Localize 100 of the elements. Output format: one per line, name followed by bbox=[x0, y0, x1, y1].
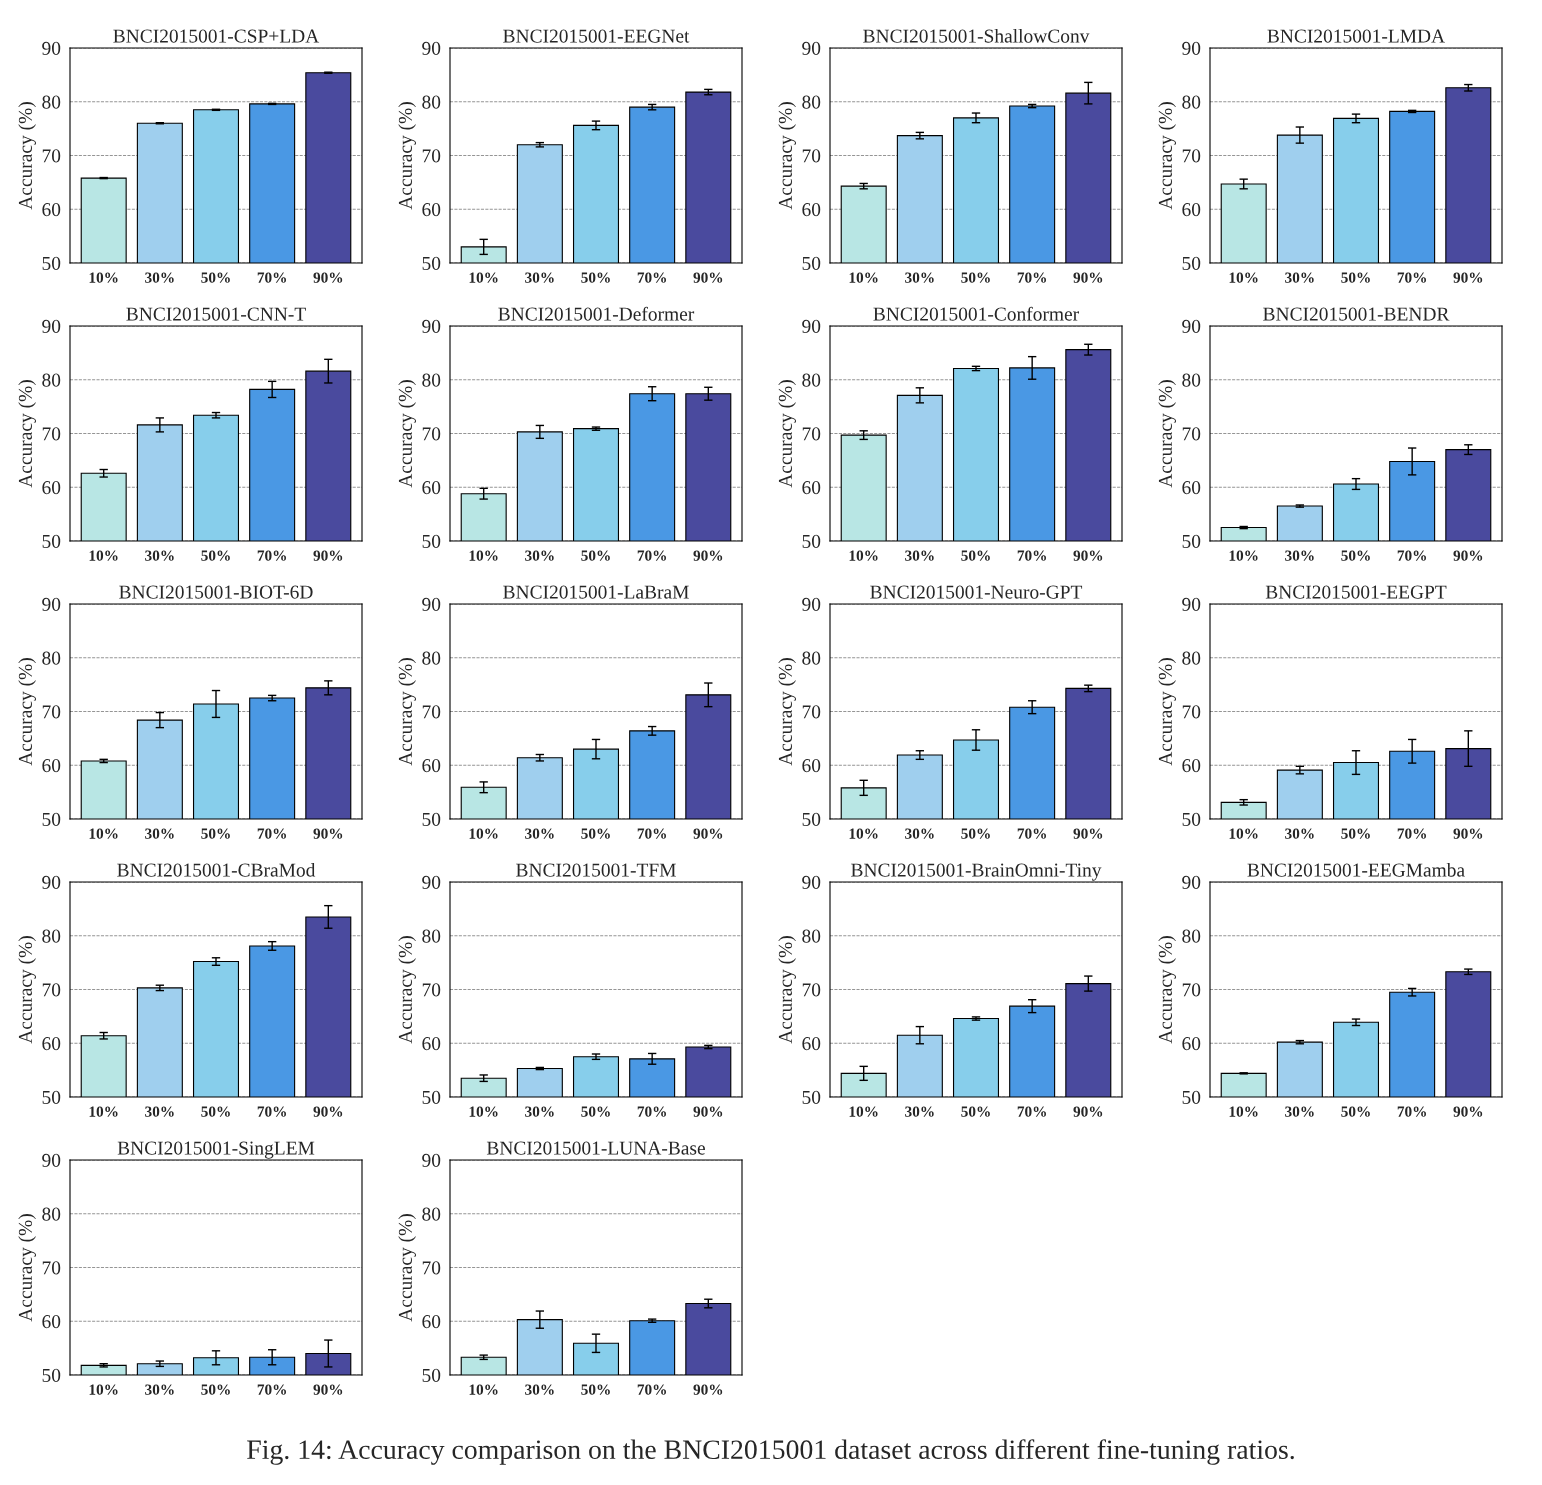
x-tick-label: 90% bbox=[1453, 550, 1483, 561]
x-tick-label: 10% bbox=[89, 828, 118, 839]
y-tick-label: 80 bbox=[422, 651, 441, 665]
x-tick-label: 10% bbox=[469, 828, 498, 839]
y-tick-label: 90 bbox=[422, 1153, 441, 1167]
x-tick-label: 70% bbox=[257, 272, 286, 283]
x-tick-label: 30% bbox=[525, 828, 554, 839]
y-tick-label: 70 bbox=[422, 983, 441, 997]
y-axis-title: Accuracy (%) bbox=[18, 102, 36, 210]
x-tick-label: 30% bbox=[905, 550, 934, 561]
y-tick-label: 80 bbox=[42, 651, 61, 665]
x-tick-label: 30% bbox=[905, 1106, 934, 1117]
x-tick-label: 30% bbox=[525, 1384, 554, 1395]
y-axis-title: Accuracy (%) bbox=[18, 1214, 36, 1322]
x-tick-label: 90% bbox=[313, 828, 343, 839]
y-tick-label: 90 bbox=[42, 1153, 61, 1167]
x-tick-label: 90% bbox=[1073, 550, 1103, 561]
chart-title: BNCI2015001-EEGMamba bbox=[1247, 862, 1465, 877]
chart-title: BNCI2015001-EEGNet bbox=[503, 29, 690, 43]
x-tick-label: 70% bbox=[1017, 272, 1046, 283]
x-tick-label: 30% bbox=[525, 550, 554, 561]
x-tick-label: 30% bbox=[1285, 828, 1314, 839]
x-tick-label: 10% bbox=[89, 1106, 118, 1117]
y-tick-label: 70 bbox=[802, 983, 821, 997]
x-tick-label: 30% bbox=[145, 1106, 174, 1117]
y-tick-label: 80 bbox=[1182, 95, 1201, 109]
x-tick-label: 90% bbox=[693, 1106, 723, 1117]
x-tick-label: 90% bbox=[693, 828, 723, 839]
y-axis-title: Accuracy (%) bbox=[18, 936, 36, 1044]
y-tick-label: 90 bbox=[802, 319, 821, 333]
y-tick-label: 70 bbox=[42, 1261, 61, 1275]
y-tick-label: 70 bbox=[802, 149, 821, 163]
chart-title: BNCI2015001-TFM bbox=[516, 863, 676, 877]
y-tick-label: 50 bbox=[1182, 534, 1201, 548]
x-tick-label: 50% bbox=[1341, 272, 1370, 283]
x-tick-label: 90% bbox=[1073, 1106, 1103, 1117]
y-tick-label: 90 bbox=[1182, 875, 1201, 889]
y-tick-label: 80 bbox=[422, 95, 441, 109]
y-tick-label: 70 bbox=[422, 1261, 441, 1275]
y-tick-label: 60 bbox=[42, 759, 61, 773]
x-tick-label: 70% bbox=[637, 550, 666, 561]
y-axis-title: Accuracy (%) bbox=[398, 658, 416, 766]
x-tick-label: 50% bbox=[581, 550, 610, 561]
x-tick-label: 70% bbox=[1397, 550, 1426, 561]
x-tick-label: 90% bbox=[313, 1106, 343, 1117]
y-tick-label: 80 bbox=[422, 373, 441, 387]
y-tick-label: 90 bbox=[422, 875, 441, 889]
chart-title: BNCI2015001-CBraMod bbox=[117, 862, 316, 877]
y-tick-label: 50 bbox=[1182, 1090, 1201, 1104]
chart-title: BNCI2015001-BENDR bbox=[1263, 307, 1450, 321]
y-axis-title: Accuracy (%) bbox=[1158, 936, 1176, 1044]
y-axis-title: Accuracy (%) bbox=[778, 658, 796, 766]
y-axis-title: Accuracy (%) bbox=[398, 380, 416, 488]
y-tick-label: 80 bbox=[802, 929, 821, 943]
y-tick-label: 60 bbox=[422, 1315, 441, 1329]
y-tick-label: 70 bbox=[1182, 427, 1201, 441]
x-tick-label: 50% bbox=[581, 828, 610, 839]
y-tick-label: 80 bbox=[42, 929, 61, 943]
x-tick-label: 50% bbox=[961, 1106, 990, 1117]
x-tick-label: 30% bbox=[905, 272, 934, 283]
x-tick-label: 10% bbox=[849, 272, 878, 283]
chart-title: BNCI2015001-LUNA-Base bbox=[486, 1141, 705, 1155]
chart-title: BNCI2015001-Neuro-GPT bbox=[870, 585, 1083, 599]
y-tick-label: 50 bbox=[802, 534, 821, 548]
y-tick-label: 50 bbox=[422, 256, 441, 270]
chart-title: BNCI2015001-Conformer bbox=[873, 306, 1079, 321]
y-tick-label: 70 bbox=[1182, 149, 1201, 163]
y-tick-label: 80 bbox=[802, 651, 821, 665]
y-tick-label: 80 bbox=[1182, 373, 1201, 387]
y-axis-title: Accuracy (%) bbox=[778, 936, 796, 1044]
y-tick-label: 90 bbox=[422, 41, 441, 55]
x-tick-label: 70% bbox=[1397, 828, 1426, 839]
y-tick-label: 90 bbox=[802, 597, 821, 611]
x-tick-label: 90% bbox=[313, 272, 343, 283]
y-tick-label: 50 bbox=[422, 1090, 441, 1104]
y-tick-label: 70 bbox=[422, 705, 441, 719]
y-tick-label: 70 bbox=[802, 427, 821, 441]
x-tick-label: 10% bbox=[89, 272, 118, 283]
y-axis-title: Accuracy (%) bbox=[398, 1214, 416, 1322]
x-tick-label: 10% bbox=[1229, 828, 1258, 839]
x-tick-label: 10% bbox=[89, 550, 118, 561]
y-tick-label: 90 bbox=[802, 875, 821, 889]
x-tick-label: 30% bbox=[905, 828, 934, 839]
y-tick-label: 50 bbox=[42, 256, 61, 270]
x-tick-label: 50% bbox=[201, 828, 230, 839]
y-tick-label: 50 bbox=[422, 812, 441, 826]
y-tick-label: 70 bbox=[1182, 983, 1201, 997]
caption: Fig. 14: Accuracy comparison on the BNCI2015001 dataset across different fine-tuning ratios. bbox=[247, 1439, 1294, 1465]
y-axis-title: Accuracy (%) bbox=[1158, 380, 1176, 488]
y-tick-label: 70 bbox=[42, 983, 61, 997]
x-tick-label: 30% bbox=[145, 550, 174, 561]
y-tick-label: 50 bbox=[802, 812, 821, 826]
y-tick-label: 50 bbox=[422, 1368, 441, 1382]
y-tick-label: 60 bbox=[1182, 1037, 1201, 1051]
y-tick-label: 70 bbox=[802, 705, 821, 719]
y-tick-label: 60 bbox=[422, 481, 441, 495]
chart-title: BNCI2015001-LMDA bbox=[1267, 29, 1445, 43]
y-tick-label: 60 bbox=[802, 203, 821, 217]
y-tick-label: 60 bbox=[422, 203, 441, 217]
x-tick-label: 10% bbox=[1229, 1106, 1258, 1117]
